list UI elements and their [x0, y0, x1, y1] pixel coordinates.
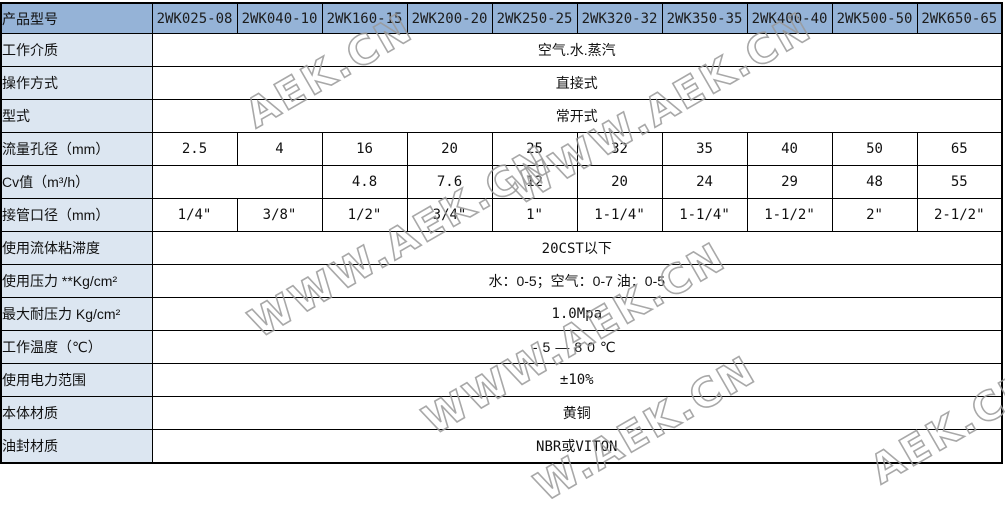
value-cell: 1-1/2" [746, 198, 833, 232]
row-label: 流量孔径（mm） [0, 132, 153, 166]
model-header-cell: 2WK400-40 [746, 2, 833, 34]
row-port-size: 接管口径（mm） 1/4" 3/8" 1/2" 3/4" 1" 1-1/4" 1… [0, 198, 1003, 232]
value-cell: 2" [831, 198, 918, 232]
row-working-pressure: 使用压力 **Kg/cm² 水：0-5；空气：0-7 油：0-5 [0, 264, 1003, 298]
value-cell: 25 [491, 132, 578, 166]
merged-value-cell: NBR或VITON [151, 429, 1003, 464]
row-power-range: 使用电力范围 ±10% [0, 363, 1003, 397]
row-working-temperature: 工作温度（℃） -5—80℃ [0, 330, 1003, 364]
value-cell: 2-1/2" [916, 198, 1003, 232]
header-label-product-model: 产品型号 [0, 2, 153, 34]
model-header-cell: 2WK650-65 [916, 2, 1003, 34]
row-fluid-viscosity: 使用流体粘滞度 20CST以下 [0, 231, 1003, 265]
value-cell: 7.6 [406, 165, 493, 199]
row-label: 使用电力范围 [0, 363, 153, 397]
model-header-cell: 2WK025-08 [151, 2, 238, 34]
row-label: 本体材质 [0, 396, 153, 430]
value-cell: 40 [746, 132, 833, 166]
value-cell: 29 [746, 165, 833, 199]
model-header-cell: 2WK160-15 [321, 2, 408, 34]
model-header-cell: 2WK350-35 [661, 2, 748, 34]
model-header-cell: 2WK320-32 [576, 2, 663, 34]
value-cell: 32 [576, 132, 663, 166]
value-cell: 65 [916, 132, 1003, 166]
merged-value-cell: ±10% [151, 363, 1003, 397]
value-cell: 12 [491, 165, 578, 199]
row-body-material: 本体材质 黄铜 [0, 396, 1003, 430]
row-working-medium: 工作介质 空气.水.蒸汽 [0, 33, 1003, 67]
value-cell: 4 [236, 132, 323, 166]
row-label: 工作温度（℃） [0, 330, 153, 364]
row-label: 使用压力 **Kg/cm² [0, 264, 153, 298]
row-label: 油封材质 [0, 429, 153, 464]
row-label: 工作介质 [0, 33, 153, 67]
value-cell: 48 [831, 165, 918, 199]
value-cell: 2.5 [151, 132, 238, 166]
merged-value-cell: 水：0-5；空气：0-7 油：0-5 [151, 264, 1003, 298]
row-cv-value: Cv值（m³/h） 4.8 7.6 12 20 24 29 48 55 [0, 165, 1003, 199]
row-seal-material: 油封材质 NBR或VITON [0, 429, 1003, 464]
value-cell: 1/2" [321, 198, 408, 232]
row-orifice-size: 流量孔径（mm） 2.5 4 16 20 25 32 35 40 50 65 [0, 132, 1003, 166]
row-label: 接管口径（mm） [0, 198, 153, 232]
merged-value-cell: 空气.水.蒸汽 [151, 33, 1003, 67]
row-label: 最大耐压力 Kg/cm² [0, 297, 153, 331]
value-cell: 3/8" [236, 198, 323, 232]
value-cell: 55 [916, 165, 1003, 199]
row-max-pressure: 最大耐压力 Kg/cm² 1.0Mpa [0, 297, 1003, 331]
valve-spec-table: 产品型号 2WK025-08 2WK040-10 2WK160-15 2WK20… [0, 2, 1003, 464]
merged-value-cell: 常开式 [151, 99, 1003, 133]
value-cell: 4.8 [321, 165, 408, 199]
value-cell: 20 [576, 165, 663, 199]
value-cell: 1-1/4" [661, 198, 748, 232]
value-cell: 20 [406, 132, 493, 166]
merged-value-cell: 黄铜 [151, 396, 1003, 430]
value-cell: 1-1/4" [576, 198, 663, 232]
merged-value-cell: -5—80℃ [151, 330, 1003, 364]
row-type: 型式 常开式 [0, 99, 1003, 133]
row-label: 型式 [0, 99, 153, 133]
value-cell: 1" [491, 198, 578, 232]
value-cell: 3/4" [406, 198, 493, 232]
value-cell: 35 [661, 132, 748, 166]
value-cell: 16 [321, 132, 408, 166]
row-label: Cv值（m³/h） [0, 165, 153, 199]
merged-value-cell: 直接式 [151, 66, 1003, 100]
row-label: 操作方式 [0, 66, 153, 100]
table-header-row: 产品型号 2WK025-08 2WK040-10 2WK160-15 2WK20… [0, 2, 1003, 34]
merged-value-cell: 1.0Mpa [151, 297, 1003, 331]
model-header-cell: 2WK250-25 [491, 2, 578, 34]
row-label: 使用流体粘滞度 [0, 231, 153, 265]
model-header-cell: 2WK500-50 [831, 2, 918, 34]
value-cell: 50 [831, 132, 918, 166]
model-header-cell: 2WK040-10 [236, 2, 323, 34]
value-cell: 24 [661, 165, 748, 199]
model-header-cell: 2WK200-20 [406, 2, 493, 34]
value-cell: 1/4" [151, 198, 238, 232]
row-operation-mode: 操作方式 直接式 [0, 66, 1003, 100]
merged-value-cell: 20CST以下 [151, 231, 1003, 265]
cv-empty-cell [151, 165, 323, 199]
